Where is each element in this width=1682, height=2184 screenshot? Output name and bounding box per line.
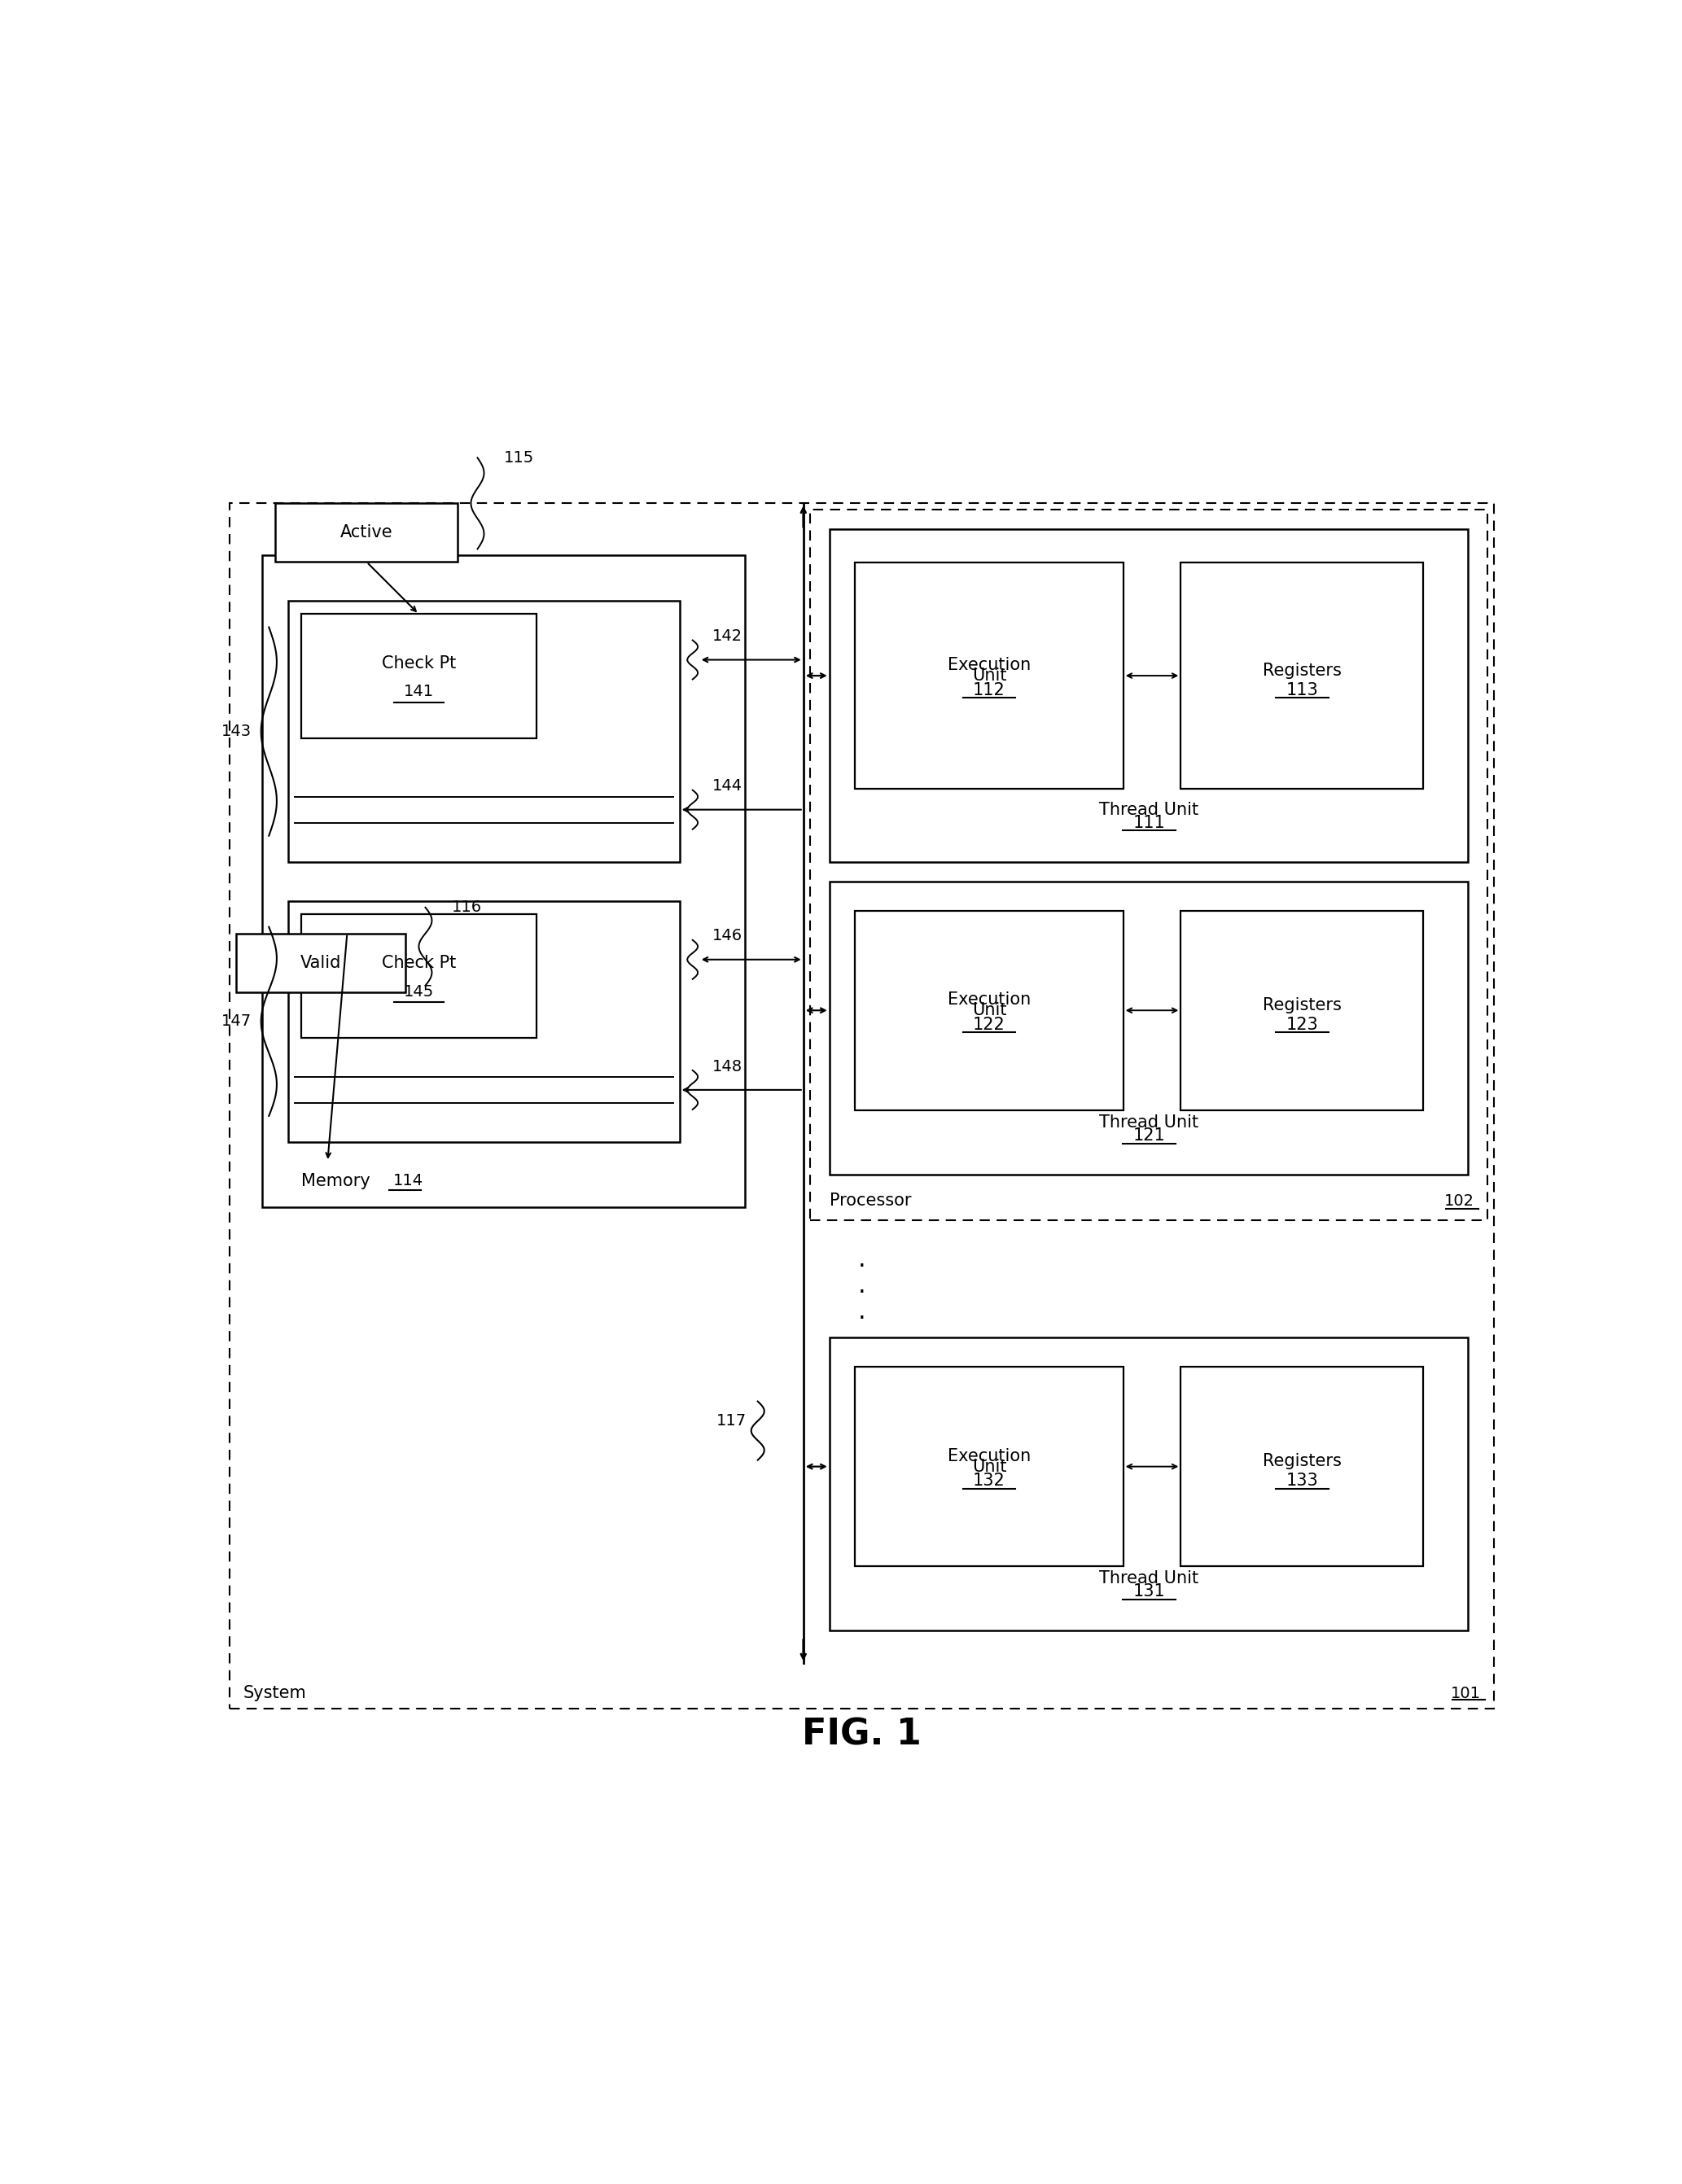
Text: Registers: Registers [1263,998,1342,1013]
Text: 144: 144 [711,778,742,795]
Text: Unit: Unit [972,1002,1006,1018]
Text: 145: 145 [404,983,434,1000]
Text: 116: 116 [451,900,481,915]
Bar [235,933,405,992]
Text: Memory: Memory [301,1173,370,1190]
Text: Execution: Execution [947,1448,1031,1463]
Bar [829,1337,1468,1631]
Text: Active: Active [340,524,394,542]
Bar [854,911,1124,1109]
Text: 117: 117 [717,1413,747,1428]
Text: 101: 101 [1452,1686,1482,1701]
Bar [289,900,680,1142]
Text: 147: 147 [222,1013,251,1029]
Bar [829,882,1468,1175]
Text: Registers: Registers [1263,1452,1342,1470]
Text: Check Pt: Check Pt [382,655,456,670]
Bar [276,502,458,561]
Text: 131: 131 [1132,1583,1166,1601]
Text: Thread Unit: Thread Unit [1098,802,1199,817]
Text: Thread Unit: Thread Unit [1098,1570,1199,1588]
Text: Processor: Processor [829,1192,912,1208]
Text: Unit: Unit [972,668,1006,684]
Bar [811,509,1489,1221]
Text: 132: 132 [972,1472,1006,1489]
Text: .: . [858,1273,866,1297]
Text: 133: 133 [1287,1472,1319,1489]
Bar [1181,1367,1423,1566]
Text: 102: 102 [1445,1192,1475,1208]
Text: 143: 143 [222,723,251,738]
Text: System: System [242,1686,306,1701]
Text: Check Pt: Check Pt [382,954,456,972]
Text: Unit: Unit [972,1459,1006,1474]
Text: 111: 111 [1132,815,1166,830]
Text: 114: 114 [394,1173,422,1188]
Text: Execution: Execution [947,657,1031,673]
Bar [854,1367,1124,1566]
Text: 148: 148 [711,1059,742,1075]
Text: 112: 112 [972,681,1006,699]
Text: 142: 142 [711,629,742,644]
Text: Thread Unit: Thread Unit [1098,1114,1199,1131]
Text: 123: 123 [1287,1016,1319,1033]
Bar [829,529,1468,863]
Bar [262,555,745,1208]
Text: 141: 141 [404,684,434,699]
Text: Registers: Registers [1263,662,1342,679]
Text: .: . [858,1299,866,1324]
Bar [1181,911,1423,1109]
Bar [289,601,680,863]
Bar [301,614,537,738]
Bar [301,913,537,1037]
Text: Valid: Valid [301,954,341,972]
Text: 115: 115 [503,450,533,465]
Text: 113: 113 [1287,681,1319,699]
Text: Execution: Execution [947,992,1031,1009]
Bar [854,563,1124,788]
Bar [1181,563,1423,788]
Text: 121: 121 [1132,1127,1166,1144]
Text: 122: 122 [972,1016,1006,1033]
Text: 146: 146 [711,928,742,943]
Text: FIG. 1: FIG. 1 [802,1717,922,1752]
Text: .: . [858,1247,866,1271]
